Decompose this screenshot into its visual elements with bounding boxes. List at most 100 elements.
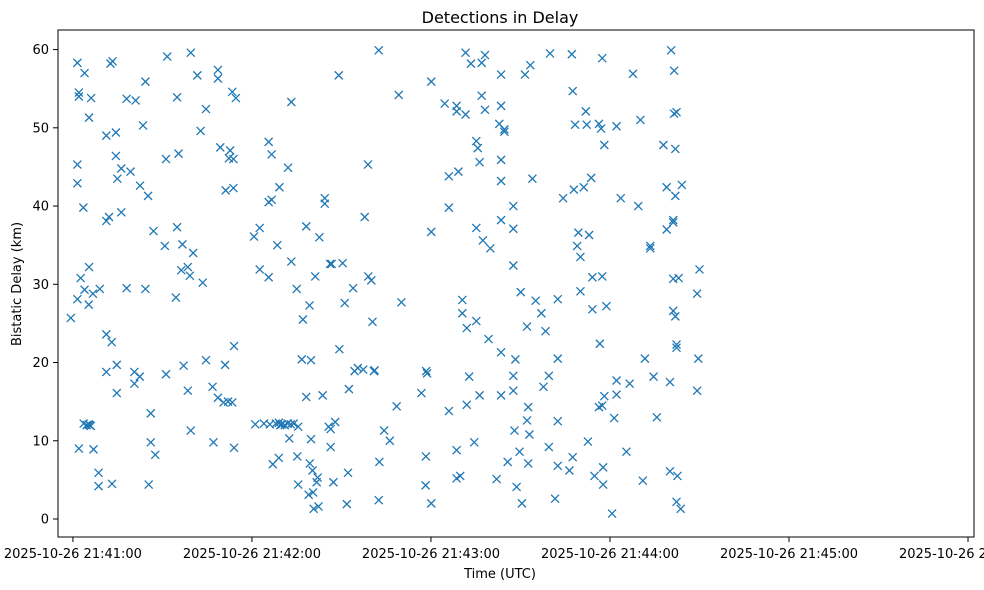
data-point <box>464 372 474 382</box>
data-point <box>553 354 563 364</box>
data-point <box>695 264 704 274</box>
data-point <box>453 167 463 177</box>
data-point <box>283 163 293 173</box>
data-point <box>342 499 352 509</box>
data-point <box>314 232 324 242</box>
data-point <box>665 377 675 387</box>
data-point <box>575 286 585 296</box>
data-point <box>597 401 607 411</box>
data-point <box>595 339 605 349</box>
data-point <box>652 412 662 422</box>
data-point <box>305 458 315 468</box>
data-point <box>84 113 94 123</box>
data-point <box>353 363 363 373</box>
data-point <box>370 365 380 375</box>
x-tick-label: 2025-10-26 21:42:00 <box>183 547 321 562</box>
data-point <box>658 140 668 150</box>
data-point <box>198 278 208 288</box>
data-point <box>672 497 681 507</box>
y-tick-label: 60 <box>32 43 49 58</box>
data-point <box>672 340 681 349</box>
data-point <box>586 173 596 183</box>
data-point <box>516 287 526 297</box>
data-point <box>72 294 82 304</box>
data-point <box>264 137 274 147</box>
data-point <box>508 261 518 270</box>
data-point <box>229 341 239 351</box>
data-point <box>104 212 114 222</box>
data-point <box>267 195 277 205</box>
data-point <box>85 420 95 430</box>
data-point <box>144 480 154 490</box>
data-point <box>95 284 105 294</box>
data-point <box>553 294 563 304</box>
data-point <box>320 199 330 209</box>
x-tick-label: 2025-10-26 21:41:00 <box>4 547 142 562</box>
data-point <box>122 94 132 104</box>
data-point <box>594 119 604 129</box>
data-point <box>582 120 592 130</box>
data-point <box>668 215 678 225</box>
data-point <box>255 264 265 274</box>
data-point <box>452 106 462 116</box>
data-point <box>255 223 265 233</box>
data-point <box>522 322 532 331</box>
data-point <box>138 120 148 130</box>
data-point <box>313 473 323 482</box>
data-point <box>597 53 607 63</box>
data-point <box>298 315 308 324</box>
data-point <box>499 127 509 137</box>
data-point <box>225 146 235 155</box>
data-point <box>520 70 530 80</box>
data-point <box>612 376 622 385</box>
data-point <box>496 347 506 357</box>
data-point <box>457 308 467 318</box>
y-tick-label: 0 <box>41 513 49 528</box>
data-point <box>112 174 122 184</box>
data-point <box>452 445 462 455</box>
data-point <box>334 344 344 354</box>
data-point <box>162 52 172 62</box>
data-point <box>475 157 485 167</box>
data-point <box>558 193 568 203</box>
data-point <box>575 252 585 262</box>
data-point <box>146 408 156 418</box>
data-point <box>220 360 230 370</box>
data-point <box>455 471 465 481</box>
data-point <box>461 110 471 119</box>
data-point <box>286 257 296 267</box>
data-point <box>544 442 554 452</box>
data-point <box>140 284 150 294</box>
data-point <box>111 151 121 161</box>
data-point <box>567 49 577 59</box>
data-point <box>112 360 122 370</box>
data-point <box>579 182 589 192</box>
data-point <box>176 265 186 275</box>
data-point <box>572 241 582 251</box>
data-point <box>344 384 354 394</box>
data-point <box>635 115 645 125</box>
data-point <box>666 45 676 55</box>
data-point <box>478 236 488 245</box>
data-point <box>598 480 608 490</box>
data-point <box>538 382 548 392</box>
data-point <box>587 304 597 314</box>
data-point <box>264 272 274 282</box>
data-point <box>301 392 311 402</box>
data-point <box>330 417 340 427</box>
chart-title: Detections in Delay <box>422 8 579 27</box>
data-point <box>379 426 389 436</box>
data-point <box>308 487 318 497</box>
data-point <box>86 93 96 103</box>
data-point <box>583 437 593 447</box>
data-point <box>426 77 436 87</box>
data-point <box>108 56 118 66</box>
data-point <box>508 224 518 234</box>
data-point <box>517 498 527 508</box>
data-point <box>183 386 193 396</box>
data-point <box>508 386 518 396</box>
data-point <box>306 355 316 365</box>
data-point <box>396 297 406 307</box>
data-point <box>84 262 94 272</box>
data-point <box>293 480 303 490</box>
